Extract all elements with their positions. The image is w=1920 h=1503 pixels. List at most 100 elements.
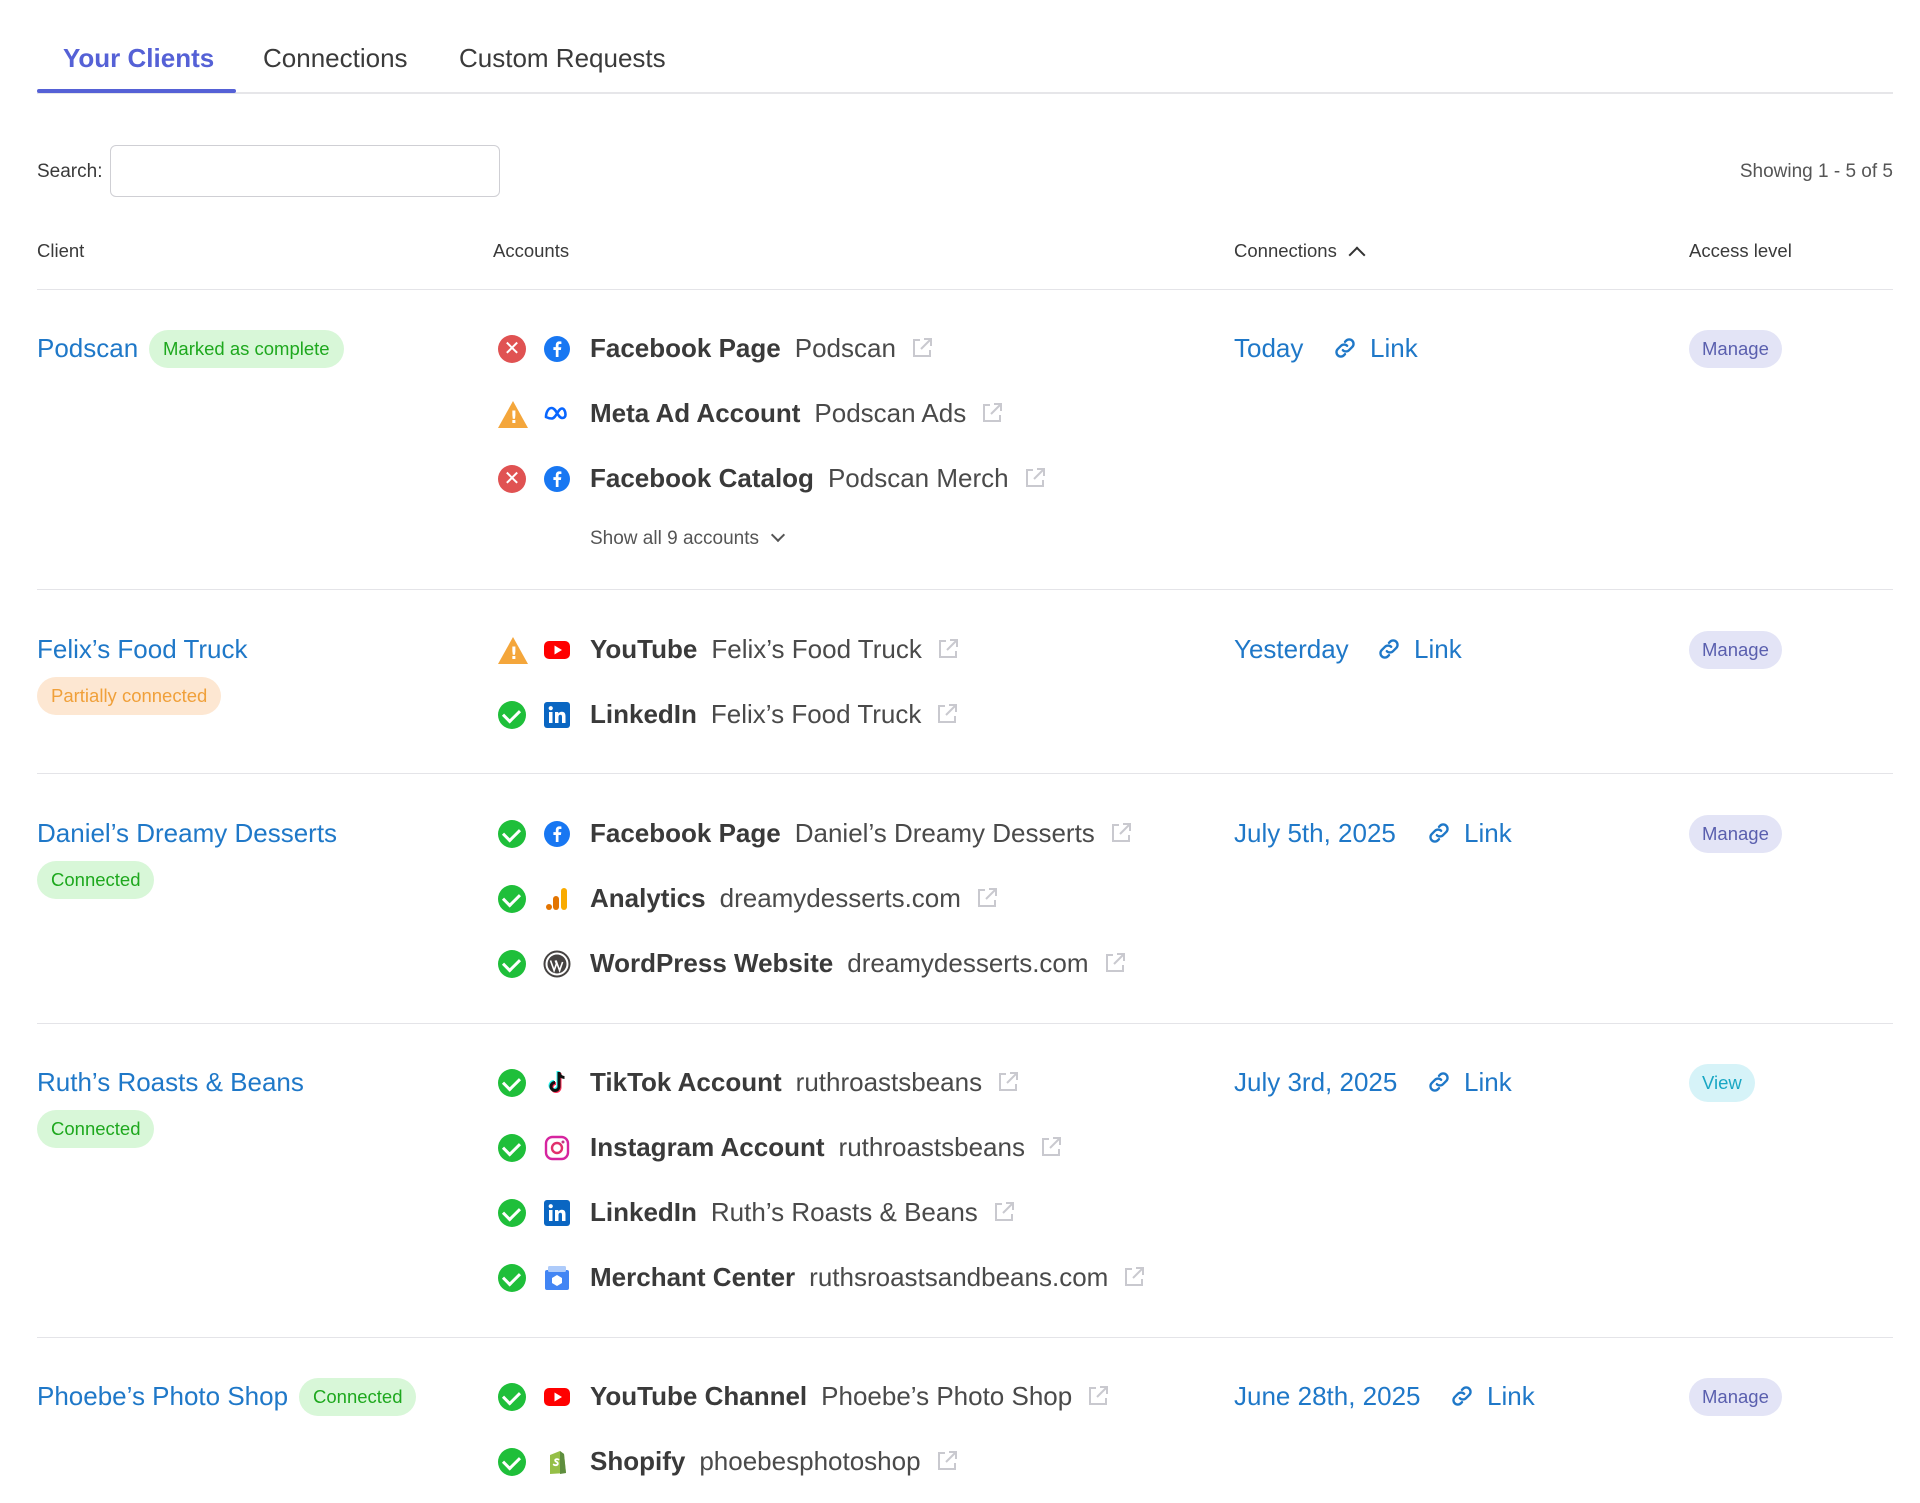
- account-type: YouTube Channel: [590, 1381, 808, 1411]
- account-entry: Merchant Center ruthsroastsandbeans.com: [590, 1262, 1146, 1293]
- account-type: Facebook Page: [590, 333, 781, 363]
- access-level-manage-button[interactable]: Manage: [1689, 1378, 1782, 1416]
- account-entry: YouTube Felix’s Food Truck: [590, 634, 960, 665]
- status-badge: Connected: [37, 861, 155, 899]
- show-all-label: Show all 9 accounts: [590, 528, 759, 549]
- client-name-link[interactable]: Podscan: [37, 333, 139, 363]
- column-header-client: Client: [37, 240, 85, 261]
- analytics-icon: [546, 888, 567, 910]
- external-link-icon[interactable]: [1086, 1384, 1110, 1408]
- external-link-icon[interactable]: [1122, 1265, 1146, 1289]
- account-entry: Shopify phoebesphotoshop: [590, 1446, 959, 1477]
- account-entry: Facebook Catalog Podscan Merch: [590, 463, 1047, 494]
- row-divider: [37, 1023, 1893, 1024]
- external-link-icon[interactable]: [992, 1200, 1016, 1224]
- check-icon: [498, 885, 526, 913]
- connection-date: Today: [1234, 333, 1304, 363]
- account-name: ruthsroastsandbeans.com: [809, 1262, 1109, 1292]
- connection-link[interactable]: Link: [1426, 1067, 1512, 1098]
- column-header-connections[interactable]: Connections: [1234, 240, 1366, 264]
- link-label: Link: [1370, 333, 1418, 363]
- connection-link[interactable]: Link: [1376, 634, 1462, 665]
- client-name-link[interactable]: Phoebe’s Photo Shop: [37, 1381, 289, 1411]
- tab-custom-requests[interactable]: Custom Requests: [459, 43, 666, 73]
- youtube-icon: [544, 1388, 570, 1406]
- client-name-link[interactable]: Ruth’s Roasts & Beans: [37, 1067, 304, 1097]
- access-level-manage-button[interactable]: Manage: [1689, 815, 1782, 853]
- sort-ascending-icon: [1348, 246, 1366, 264]
- external-link-icon[interactable]: [1039, 1135, 1063, 1159]
- tab-bar: Your Clients Connections Custom Requests: [37, 0, 1893, 94]
- external-link-icon[interactable]: [935, 702, 959, 726]
- row-divider: [37, 1337, 1893, 1338]
- check-icon: [498, 1448, 526, 1476]
- warning-icon: [498, 401, 528, 428]
- external-link-icon[interactable]: [1109, 821, 1133, 845]
- account-entry: Instagram Account ruthroastsbeans: [590, 1132, 1063, 1163]
- account-entry: TikTok Account ruthroastsbeans: [590, 1067, 1020, 1098]
- shopify-icon: [550, 1451, 566, 1474]
- account-name: Podscan Ads: [814, 398, 967, 428]
- header-divider: [37, 289, 1893, 290]
- account-name: Podscan Merch: [827, 463, 1009, 493]
- external-link-icon[interactable]: [975, 886, 999, 910]
- account-name: dreamydesserts.com: [719, 883, 961, 913]
- external-link-icon[interactable]: [1103, 951, 1127, 975]
- access-level-manage-button[interactable]: Manage: [1689, 631, 1782, 669]
- linkedin-icon: [544, 702, 570, 728]
- column-header-accounts: Accounts: [493, 240, 570, 261]
- client-name-link[interactable]: Daniel’s Dreamy Desserts: [37, 818, 338, 848]
- external-link-icon[interactable]: [935, 1449, 959, 1473]
- meta-icon: [544, 406, 567, 420]
- active-tab-indicator: [37, 89, 236, 93]
- link-label: Link: [1487, 1381, 1535, 1411]
- access-level-view-button[interactable]: View: [1689, 1064, 1755, 1102]
- link-icon: [1379, 639, 1399, 659]
- account-name: dreamydesserts.com: [847, 948, 1089, 978]
- status-badge: Partially connected: [37, 677, 222, 715]
- external-link-icon[interactable]: [1023, 466, 1047, 490]
- tab-connections[interactable]: Connections: [263, 43, 408, 73]
- linkedin-icon: [544, 1200, 570, 1226]
- link-icon: [1335, 338, 1355, 358]
- account-type: WordPress Website: [590, 948, 834, 978]
- check-icon: [498, 1383, 526, 1411]
- account-type: LinkedIn: [590, 1197, 697, 1227]
- account-type: Instagram Account: [590, 1132, 825, 1162]
- account-name: Podscan: [794, 333, 896, 363]
- connection-link[interactable]: Link: [1449, 1381, 1535, 1412]
- external-link-icon[interactable]: [936, 637, 960, 661]
- connection-link[interactable]: Link: [1426, 818, 1512, 849]
- pagination-summary: Showing 1 - 5 of 5: [1739, 161, 1893, 182]
- client-name-link[interactable]: Felix’s Food Truck: [37, 634, 248, 664]
- search-input[interactable]: [110, 145, 500, 197]
- check-icon: [498, 1069, 526, 1097]
- connection-link[interactable]: Link: [1332, 333, 1418, 364]
- access-level-manage-button[interactable]: Manage: [1689, 330, 1782, 368]
- account-name: ruthroastsbeans: [838, 1132, 1025, 1162]
- account-type: Merchant Center: [590, 1262, 796, 1292]
- tab-your-clients[interactable]: Your Clients: [63, 43, 215, 73]
- tiktok-icon: [548, 1071, 565, 1093]
- external-link-icon[interactable]: [980, 401, 1004, 425]
- link-icon: [1452, 1386, 1472, 1406]
- youtube-icon: [544, 641, 570, 659]
- account-type: Shopify: [590, 1446, 686, 1476]
- account-type: Meta Ad Account: [590, 398, 801, 428]
- link-icon: [1429, 1072, 1449, 1092]
- search-row: Search: Showing 1 - 5 of 5: [37, 145, 1893, 199]
- row-divider: [37, 589, 1893, 590]
- connection-date: July 3rd, 2025: [1234, 1067, 1398, 1097]
- chevron-down-icon: [770, 527, 786, 543]
- check-icon: [498, 701, 526, 729]
- facebook-icon: [544, 336, 570, 362]
- wordpress-icon: [543, 950, 571, 978]
- connection-date: Yesterday: [1234, 634, 1349, 664]
- check-icon: [498, 820, 526, 848]
- external-link-icon[interactable]: [910, 336, 934, 360]
- show-all-accounts-toggle[interactable]: Show all 9 accounts: [590, 527, 786, 550]
- external-link-icon[interactable]: [996, 1070, 1020, 1094]
- account-name: ruthroastsbeans: [795, 1067, 983, 1097]
- link-label: Link: [1464, 818, 1512, 848]
- link-label: Link: [1414, 634, 1462, 664]
